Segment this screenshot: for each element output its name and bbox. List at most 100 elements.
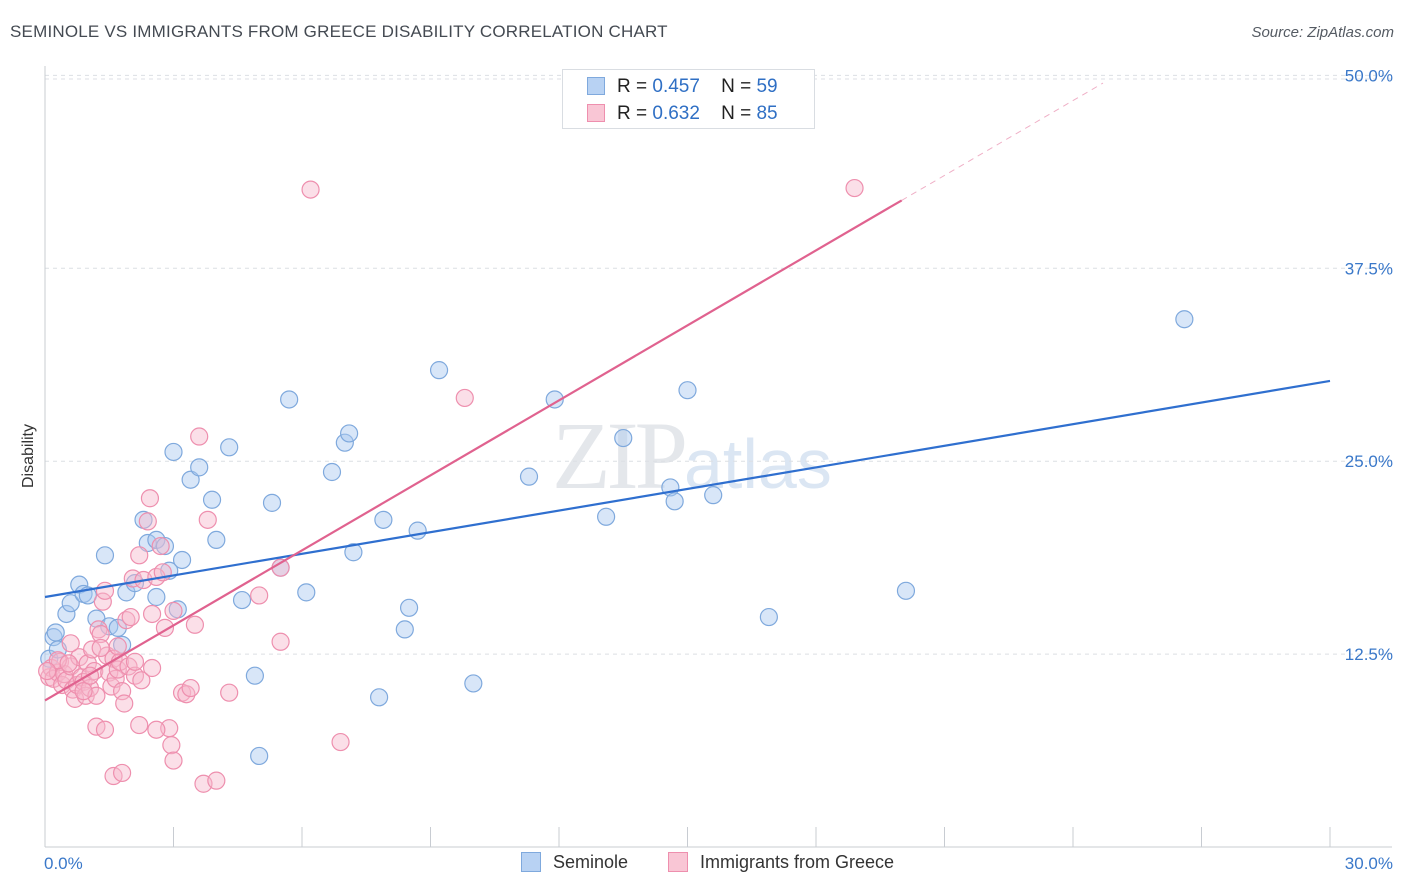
seminole-point	[172, 550, 192, 570]
greece-point	[138, 512, 157, 531]
greece-point	[164, 751, 183, 770]
legend-r-value: 0.457	[652, 76, 700, 97]
greece-point	[95, 720, 115, 739]
correlation-legend: R = 0.457 N = 59 R = 0.632 N = 85	[562, 69, 815, 129]
greece-point	[61, 634, 80, 653]
greece-point	[130, 715, 149, 735]
greece-point	[198, 510, 217, 529]
legend-r-value: 0.632	[652, 103, 700, 124]
greece-point	[455, 388, 474, 408]
legend-n-label: N =	[721, 76, 752, 97]
seminole-point	[399, 598, 419, 617]
seminole-point	[220, 438, 239, 457]
legend-r-label: R =	[617, 103, 648, 124]
seminole-trend-line	[44, 379, 1331, 599]
greece-point	[38, 661, 57, 681]
greece-point	[130, 546, 149, 565]
greece-point	[271, 632, 290, 651]
bottom-legend-swatch-greece	[668, 852, 688, 872]
seminole-point	[374, 510, 393, 529]
seminole-point	[207, 530, 226, 550]
seminole-point	[395, 620, 414, 639]
legend-row-seminole: R = 0.457 N = 59	[587, 76, 778, 100]
greece-point	[845, 178, 864, 198]
seminole-point	[297, 583, 316, 602]
legend-n-value: 59	[756, 76, 778, 97]
greece-point	[121, 607, 140, 627]
y-tick-label: 25.0%	[1345, 452, 1393, 471]
seminole-point	[232, 590, 252, 610]
seminole-point	[190, 458, 209, 477]
y-axis-title: Disability	[20, 424, 37, 488]
legend-n-label: N =	[721, 103, 752, 124]
seminole-point	[202, 490, 222, 509]
greece-point	[140, 489, 160, 508]
y-tick-label: 37.5%	[1345, 259, 1393, 278]
greece-point	[108, 637, 127, 656]
legend-swatch-seminole	[587, 77, 605, 95]
grid-lines	[45, 74, 1392, 655]
axes	[44, 66, 1392, 848]
chart-title: SEMINOLE VS IMMIGRANTS FROM GREECE DISAB…	[10, 22, 668, 41]
watermark-zip: ZIP	[552, 402, 688, 509]
trend-lines	[44, 82, 1331, 702]
bottom-legend-label-greece: Immigrants from Greece	[700, 852, 895, 872]
seminole-point	[322, 462, 342, 482]
x-tick-label-min: 0.0%	[44, 854, 83, 873]
seminole-point	[262, 493, 282, 512]
legend-row-greece: R = 0.632 N = 85	[587, 103, 778, 127]
legend-r-label: R =	[617, 76, 648, 97]
seminole-point	[280, 390, 299, 409]
seminole-point	[250, 746, 269, 766]
greece-point	[185, 615, 205, 634]
legend-n-value: 85	[756, 103, 778, 124]
greece-point	[132, 671, 151, 690]
bottom-legend-swatch-seminole	[521, 852, 541, 872]
greece-point	[125, 652, 145, 671]
seminole-points	[40, 310, 1194, 766]
greece-point	[91, 638, 110, 658]
seminole-point	[597, 507, 616, 526]
bottom-legend-seminole: Seminole	[521, 852, 628, 873]
greece-point	[93, 592, 112, 611]
seminole-point	[46, 623, 65, 642]
seminole-point	[519, 467, 539, 486]
seminole-point	[61, 594, 80, 613]
seminole-point	[545, 390, 564, 409]
greece-point	[48, 651, 67, 670]
greece-point	[220, 683, 239, 702]
greece-point	[115, 694, 134, 713]
greece-point	[147, 720, 166, 739]
watermark-atlas: atlas	[684, 425, 832, 503]
seminole-point	[614, 428, 633, 448]
seminole-point	[665, 492, 684, 511]
seminole-point	[678, 381, 697, 400]
seminole-point	[335, 433, 354, 452]
seminole-point	[181, 470, 200, 489]
greece-point	[91, 624, 110, 644]
greece-trend-line	[44, 199, 903, 702]
seminole-point	[95, 546, 115, 565]
seminole-point	[759, 607, 778, 627]
greece-point	[190, 427, 209, 446]
bottom-legend-greece: Immigrants from Greece	[668, 852, 894, 873]
seminole-point	[408, 521, 427, 540]
seminole-point	[704, 486, 723, 505]
seminole-point	[164, 442, 183, 462]
seminole-point	[464, 674, 483, 693]
seminole-point	[57, 604, 76, 624]
watermark: ZIPatlas	[552, 400, 832, 511]
greece-point	[164, 601, 183, 620]
seminole-point	[896, 581, 916, 600]
greece-point	[89, 620, 108, 639]
greece-point	[74, 682, 93, 701]
seminole-point	[245, 666, 264, 685]
greece-point	[142, 604, 162, 624]
source-label: Source: ZipAtlas.com	[1251, 24, 1394, 41]
greece-point	[112, 763, 132, 783]
greece-point	[250, 586, 269, 605]
seminole-point	[155, 536, 175, 556]
y-tick-label: 50.0%	[1345, 66, 1393, 85]
greece-point	[331, 732, 350, 752]
